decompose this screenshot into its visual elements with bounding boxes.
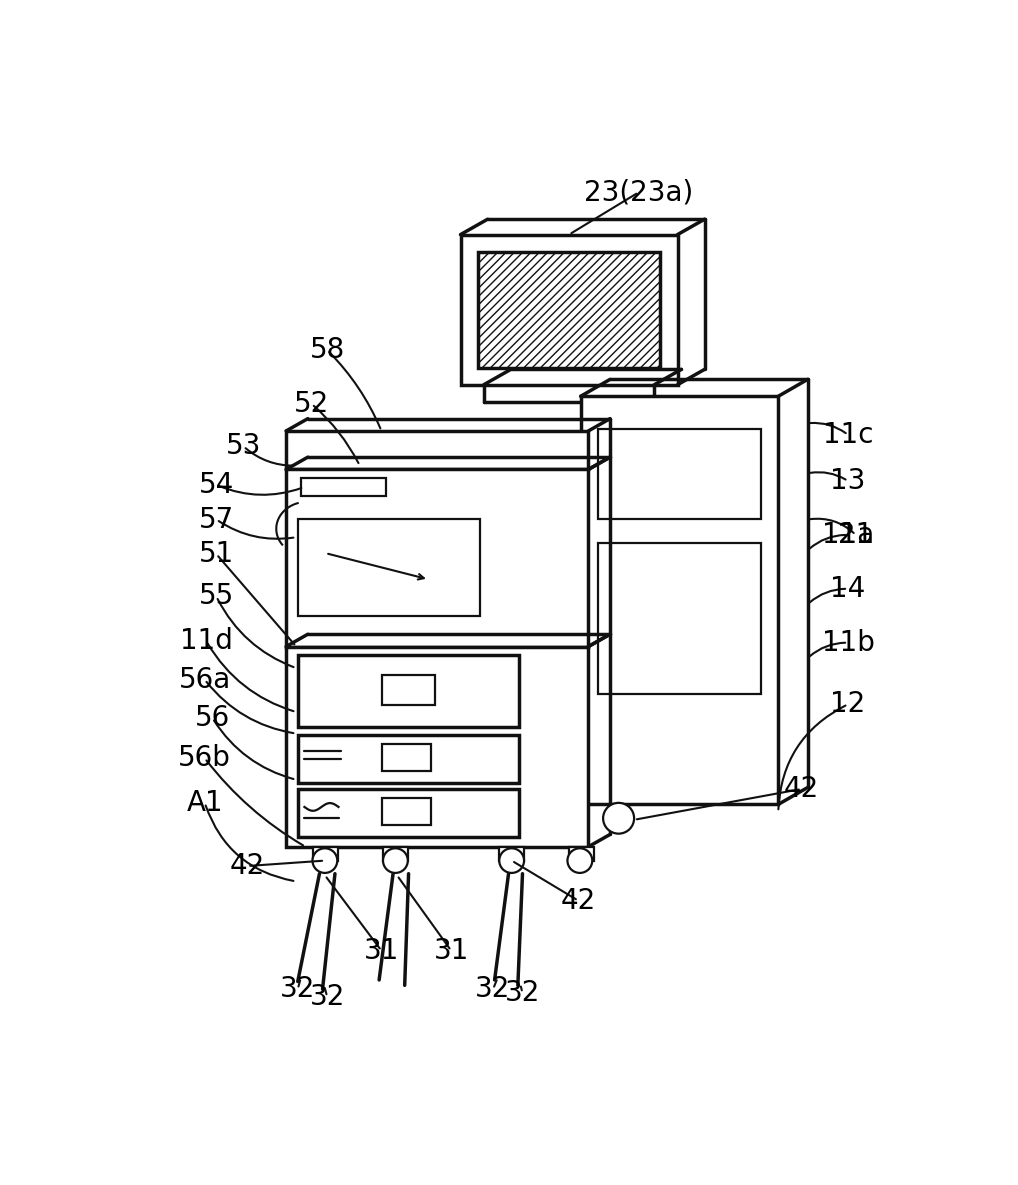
Bar [477, 251, 661, 367]
Text: 21: 21 [838, 521, 873, 549]
Bar [286, 431, 588, 469]
Bar [460, 235, 678, 385]
Bar [314, 847, 338, 860]
Circle shape [603, 803, 634, 834]
Bar [580, 396, 778, 805]
Text: 31: 31 [434, 936, 469, 965]
Text: 32: 32 [309, 982, 345, 1011]
Bar [298, 735, 519, 782]
Text: 52: 52 [294, 390, 330, 418]
Text: 56a: 56a [178, 666, 231, 693]
Bar [382, 744, 431, 770]
Text: 42: 42 [784, 775, 819, 803]
Circle shape [567, 848, 592, 873]
Text: 56: 56 [194, 704, 230, 732]
Circle shape [313, 848, 337, 873]
Text: 11b: 11b [822, 629, 874, 656]
Text: 53: 53 [226, 433, 262, 460]
Bar [286, 647, 588, 847]
Text: 57: 57 [199, 506, 234, 533]
Text: 58: 58 [309, 337, 345, 364]
Text: 42: 42 [230, 852, 265, 880]
Text: 42: 42 [561, 886, 596, 915]
Bar [569, 847, 593, 860]
Text: A1: A1 [186, 789, 223, 816]
Text: 31: 31 [363, 936, 399, 965]
Text: 54: 54 [199, 470, 234, 499]
Text: 14: 14 [831, 575, 865, 603]
Text: 11d: 11d [180, 627, 233, 655]
Text: 12: 12 [831, 691, 865, 718]
Text: 23(23a): 23(23a) [584, 178, 693, 206]
Text: 56b: 56b [178, 744, 231, 773]
Text: 11c: 11c [823, 421, 873, 449]
Text: 13: 13 [831, 467, 865, 495]
Bar [598, 429, 761, 519]
Text: 32: 32 [280, 975, 316, 1004]
Bar [298, 519, 479, 616]
Bar [301, 479, 386, 497]
Bar [298, 654, 519, 726]
Text: 51: 51 [199, 540, 234, 568]
Circle shape [383, 848, 408, 873]
Bar [598, 543, 761, 694]
Text: 32: 32 [475, 975, 511, 1004]
Text: 55: 55 [199, 583, 234, 610]
Text: 32: 32 [505, 979, 541, 1007]
Text: 11a: 11a [822, 521, 874, 549]
Circle shape [499, 848, 524, 873]
Bar [298, 789, 519, 837]
Bar [382, 799, 431, 825]
Bar [286, 469, 588, 647]
Bar [382, 674, 435, 705]
Bar [499, 847, 524, 860]
Bar [383, 847, 408, 860]
